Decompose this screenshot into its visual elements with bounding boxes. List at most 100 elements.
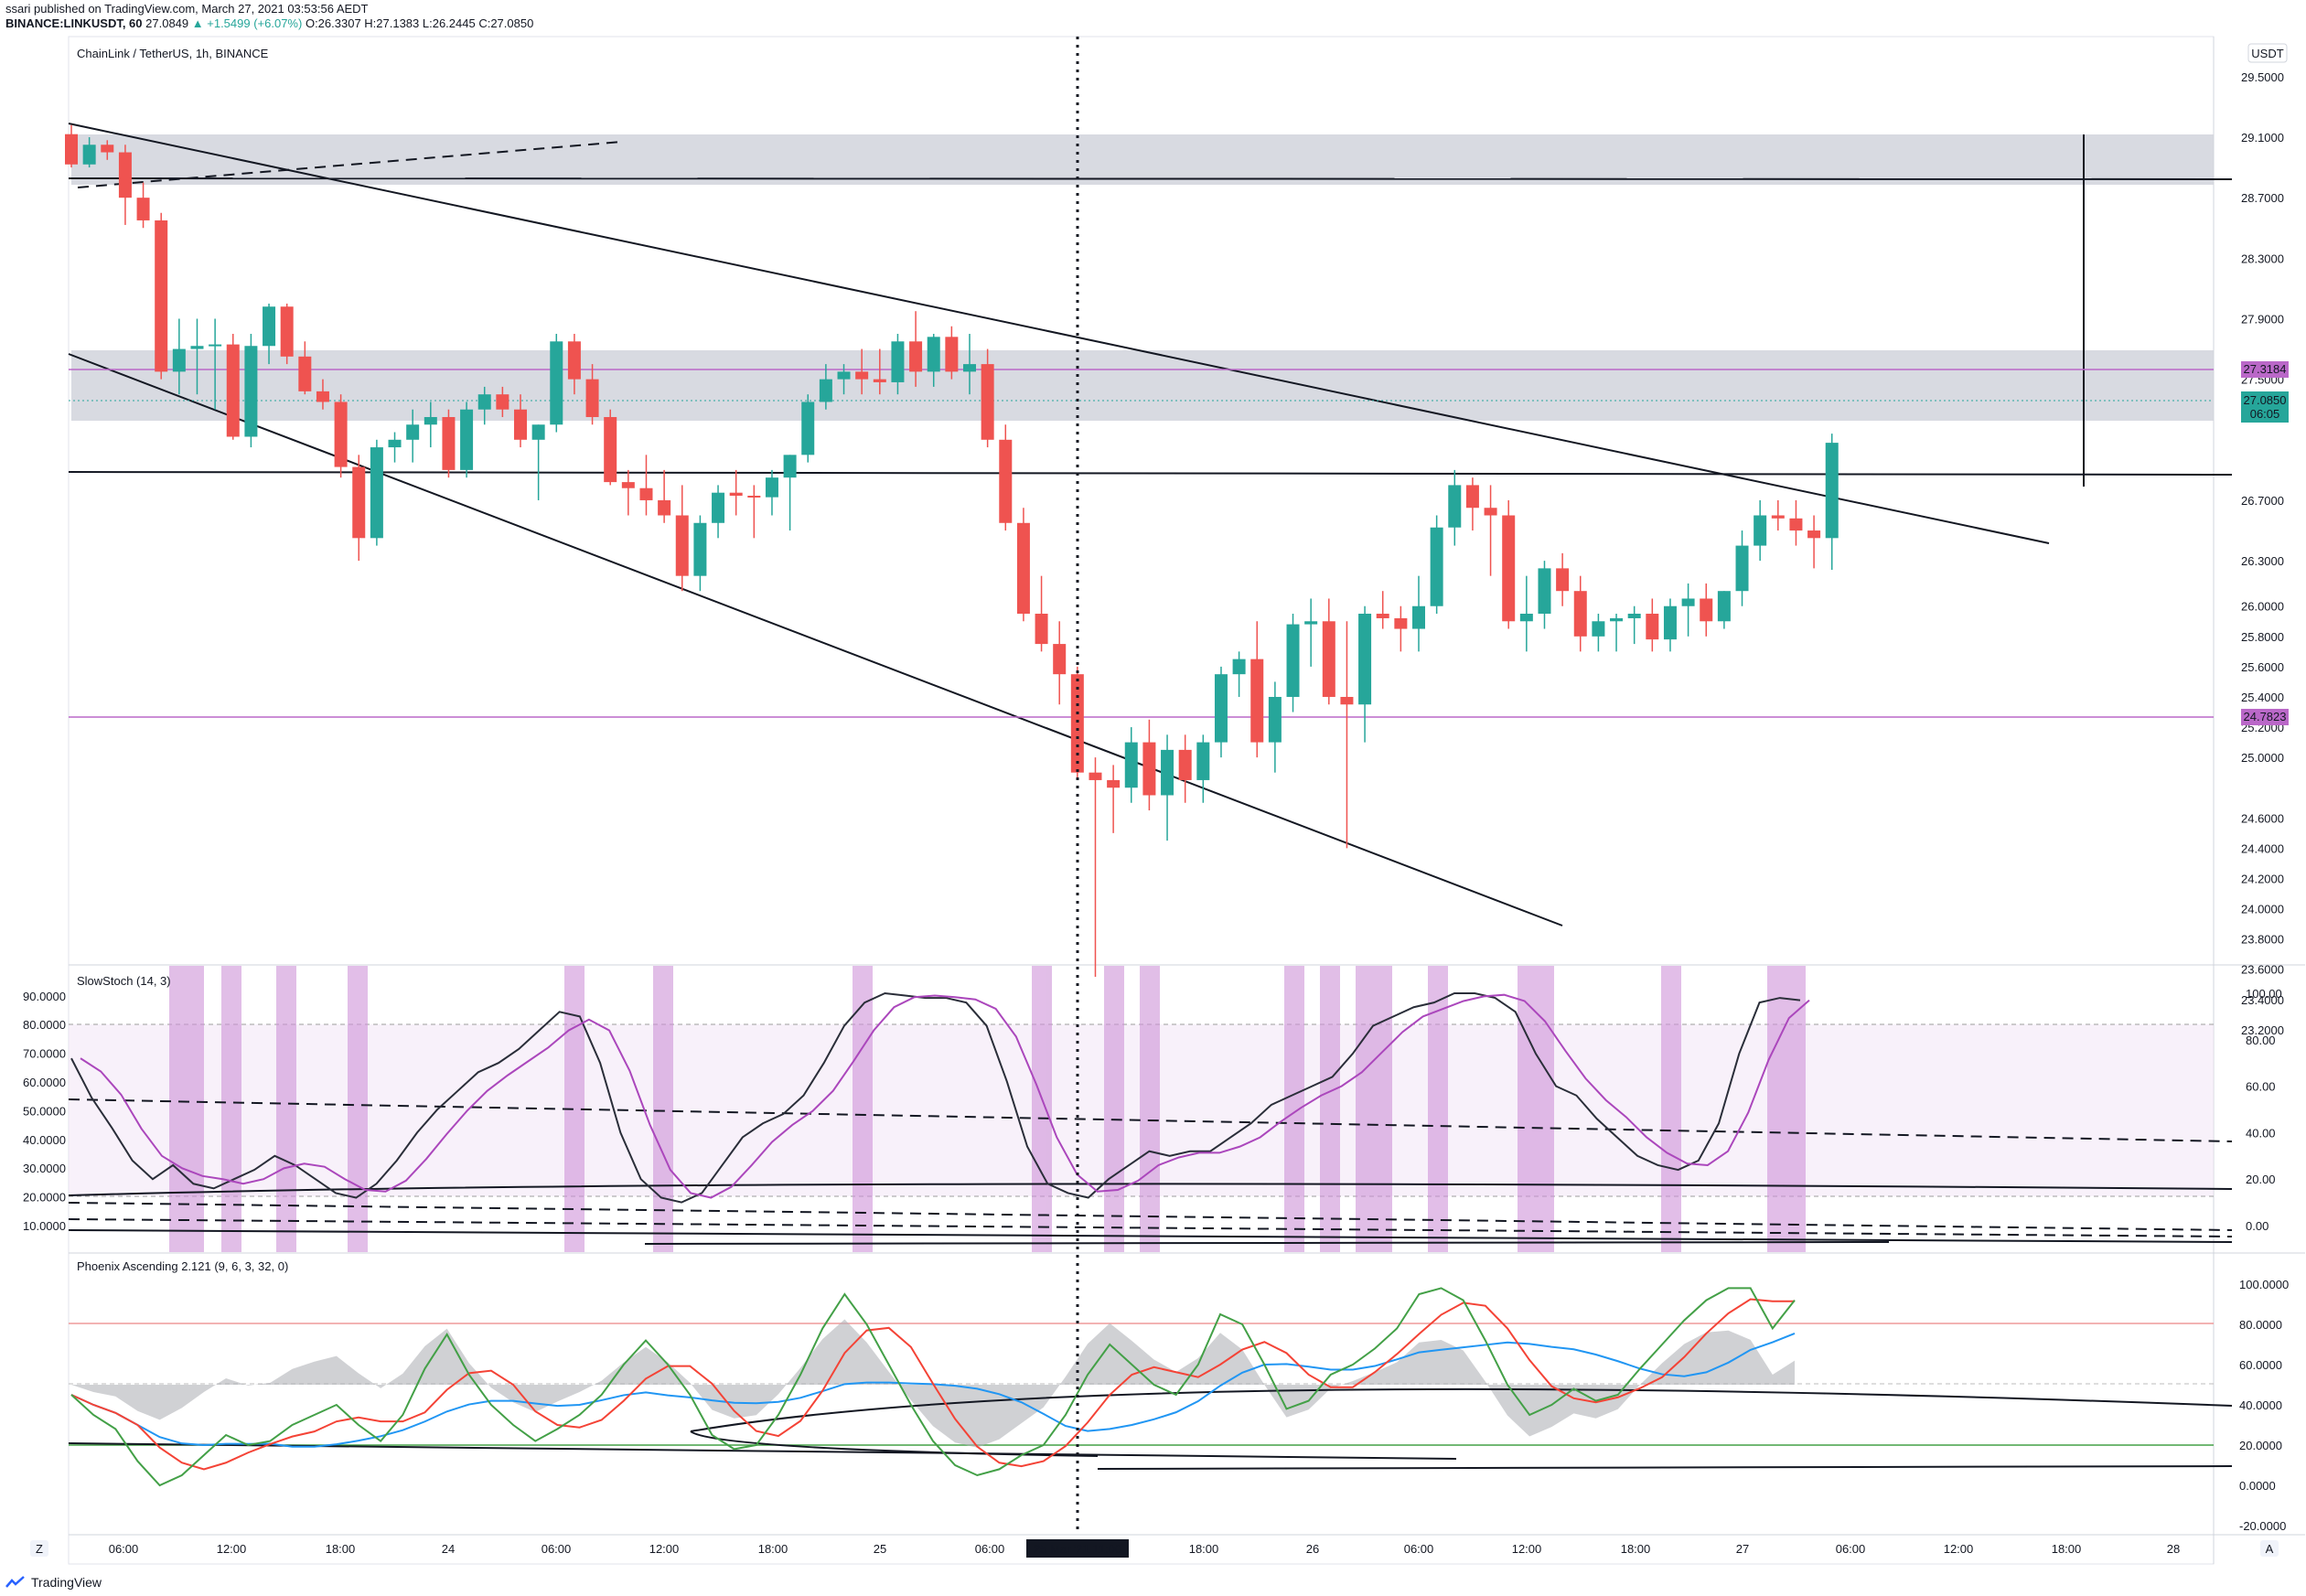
price-tick-label: 25.8000 (2241, 630, 2284, 644)
price-zones (71, 134, 2214, 421)
phoenix-tick: 80.0000 (2239, 1318, 2282, 1332)
crosshair-time-label: 25 Mar '21 11:00 (1034, 1542, 1121, 1556)
candle-body (388, 439, 402, 448)
stoch-trendlines[interactable] (68, 1098, 2233, 1245)
stoch-right-tick: 80.00 (2246, 1034, 2276, 1047)
candle-body (837, 371, 851, 380)
stoch-dashed-line[interactable] (68, 1202, 2233, 1231)
candle-body (747, 495, 761, 498)
descending-trendline-lower[interactable] (68, 353, 1563, 927)
candle-body (963, 364, 976, 372)
pane-frame (68, 36, 2215, 1565)
auto-scale-label: A (2266, 1542, 2274, 1556)
candle-body (675, 515, 689, 576)
candle-body (855, 371, 869, 380)
tradingview-logo-icon (5, 1576, 25, 1588)
stoch-highlight (1661, 966, 1681, 1252)
stoch-highlight (1032, 966, 1052, 1252)
stoch-left-tick: 60.0000 (23, 1076, 66, 1089)
stoch-k-line (70, 991, 1801, 1204)
footer-brand: TradingView (31, 1575, 102, 1590)
candle-body (1430, 527, 1443, 606)
candle-body (496, 394, 509, 410)
candle-body (172, 348, 186, 372)
phoenix-curve[interactable] (690, 1387, 2233, 1432)
horizontal-line-top[interactable] (68, 177, 2233, 180)
stoch-line[interactable] (644, 1241, 1890, 1245)
stoch-highlight-bars (169, 966, 1806, 1252)
stoch-right-tick: 0.00 (2246, 1219, 2268, 1233)
phoenix-trendlines[interactable] (68, 1387, 2233, 1470)
price-level-tags: 27.3184 24.7823 27.0850 06:05 (2241, 361, 2289, 725)
price-tick-label: 23.2000 (2241, 1023, 2284, 1037)
descending-trendline-upper[interactable] (68, 123, 2050, 544)
candle-body (1627, 614, 1641, 618)
candle-body (658, 499, 671, 516)
stoch-left-tick: 90.0000 (23, 990, 66, 1003)
phoenix-line[interactable] (1097, 1465, 2233, 1470)
candle-body (334, 402, 348, 467)
stoch-line[interactable] (68, 1229, 2233, 1243)
price-tick-label: 28.7000 (2241, 191, 2284, 205)
candle-body (621, 482, 635, 488)
candle-body (1322, 621, 1335, 697)
candle-body (1358, 614, 1372, 705)
candle-body (118, 152, 132, 198)
main-pane-title: ChainLink / TetherUS, 1h, BINANCE (77, 47, 269, 60)
zoom-reset-button[interactable] (30, 1540, 48, 1557)
candle-body (765, 477, 778, 498)
time-tick-label: 06:00 (109, 1542, 139, 1556)
stoch-curve[interactable] (68, 1183, 2233, 1196)
supply-zone (71, 350, 2214, 421)
candle-body (65, 134, 78, 165)
symbol: BINANCE:LINKUSDT, 60 (5, 16, 143, 30)
candle-body (352, 466, 366, 539)
time-axis[interactable]: 06:00 12:00 18:00 24 06:00 12:00 18:00 25 06:00 1… (109, 1542, 2181, 1556)
stoch-right-tick: 60.00 (2246, 1080, 2276, 1094)
candle-body (1825, 443, 1839, 539)
candle-body (1124, 742, 1138, 788)
candle-body (370, 447, 383, 539)
stoch-left-tick: 70.0000 (23, 1047, 66, 1061)
candle-body (1484, 508, 1497, 516)
price-tick-label: 23.6000 (2241, 963, 2284, 977)
stoch-highlight (1428, 966, 1448, 1252)
current-price-tag (2241, 391, 2289, 423)
stoch-left-tick: 30.0000 (23, 1162, 66, 1175)
stoch-pane-title: SlowStoch (14, 3) (77, 974, 171, 988)
auto-scale-button[interactable] (2260, 1540, 2279, 1557)
price-tick-label: 26.7000 (2241, 494, 2284, 508)
time-tick-label: 12:00 (649, 1542, 680, 1556)
stoch-highlight (1767, 966, 1806, 1252)
currency-box[interactable] (2247, 43, 2288, 63)
stoch-highlight (853, 966, 873, 1252)
candle-body (1538, 568, 1551, 615)
stoch-dashed-line[interactable] (68, 1098, 2233, 1142)
horizontal-line-support[interactable] (68, 471, 2233, 476)
time-tick-label: 06:00 (542, 1542, 572, 1556)
trendlines[interactable] (68, 123, 2233, 927)
candle-body (1053, 644, 1067, 675)
price-tick-label: 24.4000 (2241, 841, 2284, 855)
candle-body (891, 341, 905, 382)
time-tick-label: 18:00 (758, 1542, 788, 1556)
countdown-text: 06:05 (2250, 407, 2280, 421)
candle-body (136, 198, 150, 220)
phoenix-red-line (70, 1298, 1795, 1471)
candle-body (406, 424, 420, 440)
candle-body (1142, 742, 1156, 796)
stoch-dashed-line[interactable] (68, 1218, 2233, 1237)
candle-body (945, 337, 959, 372)
stoch-left-tick: 20.0000 (23, 1191, 66, 1205)
stoch-highlight (276, 966, 296, 1252)
price-axis[interactable]: 29.500029.100028.700028.300027.900027.50… (2241, 70, 2284, 1037)
time-tick-label: 06:00 (975, 1542, 1005, 1556)
candle-body (1035, 614, 1048, 645)
candle-body (190, 346, 204, 349)
resistance-zone (71, 134, 2214, 185)
candle-body (101, 145, 114, 153)
candle-body (1412, 605, 1425, 629)
candle-body (82, 145, 96, 165)
stoch-d-line (80, 993, 1810, 1199)
